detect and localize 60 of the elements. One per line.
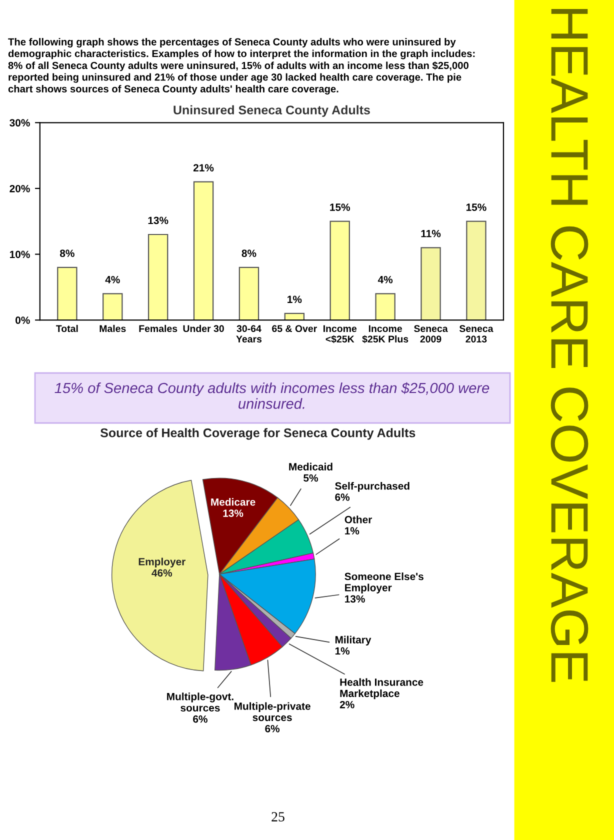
- data-label: 1%: [335, 647, 350, 655]
- chart-title: Uninsured Seneca County Adults: [174, 105, 370, 117]
- slice-label: Multiple-govt. sources: [167, 692, 234, 712]
- data-label: 1%: [288, 296, 302, 304]
- y-tick-label: 0%: [16, 316, 30, 324]
- data-label: 13%: [148, 216, 168, 224]
- x-tick-label: Females: [139, 324, 178, 332]
- slice-label: Medicare: [211, 498, 256, 506]
- data-label: 15%: [330, 204, 350, 211]
- data-label: 15%: [466, 204, 486, 211]
- bar: [57, 266, 78, 320]
- x-tick-label: 65 & Over: [272, 325, 317, 332]
- data-label: 8%: [242, 250, 256, 258]
- y-tick-label: 30%: [10, 119, 30, 127]
- text: The following graph shows the percentages of Seneca County adults who were uninsured by demographic characteristics. Examples of how to interpret the information in the graph includes: 8% of all Seneca County adults were uninsured, 15% of adults with an income less than $25,000 reported being uninsured and 21% of those under age 30 lacked health care coverage. The pie chart shows sources of Seneca County adults' health care coverage.: [8, 38, 475, 94]
- data-label: 6%: [265, 724, 280, 732]
- bar: [466, 220, 486, 320]
- data-label: 4%: [105, 276, 120, 284]
- bar: [238, 266, 260, 320]
- bar: [330, 220, 350, 320]
- y-tick-label: 20%: [10, 184, 30, 192]
- data-label: 6%: [335, 494, 350, 501]
- x-tick-label: Total: [56, 324, 78, 332]
- slice-label: Multiple-private sources: [234, 702, 310, 722]
- data-label: 1%: [345, 527, 360, 535]
- y-tick-label: 10%: [10, 250, 30, 258]
- slice-label: Other: [344, 516, 372, 524]
- x-tick-label: Income <$25K: [324, 325, 357, 344]
- slice-label: Self-purchased: [335, 482, 410, 492]
- data-label: 5%: [304, 474, 318, 482]
- slice-label: Someone Else's Employer: [344, 572, 424, 594]
- x-tick-label: Seneca 2013: [459, 325, 494, 343]
- bar: [193, 181, 214, 320]
- data-label: 6%: [193, 715, 208, 723]
- bar: [102, 293, 123, 320]
- data-label: 11%: [421, 230, 441, 238]
- text: 15% of Seneca County adults with incomes less than $25,000 were uninsured.: [54, 382, 490, 409]
- data-label: 13%: [345, 595, 365, 603]
- slice-label: Health Insurance Marketplace: [340, 678, 424, 700]
- bar: [375, 293, 396, 320]
- slice-label: Employer: [138, 558, 186, 568]
- slice-label: Military: [335, 636, 372, 646]
- data-label: 46%: [152, 569, 172, 577]
- data-label: 13%: [223, 510, 244, 517]
- bar: [284, 312, 305, 320]
- x-tick-label: Under 30: [183, 324, 224, 332]
- chart-title: Source of Health Coverage for Seneca County Adults: [100, 428, 416, 440]
- text: 25: [272, 812, 284, 822]
- data-label: 8%: [60, 250, 74, 258]
- bar: [148, 234, 168, 320]
- slice-label: Medicaid: [289, 462, 332, 470]
- x-tick-label: 30-64 Years: [236, 325, 262, 343]
- x-tick-label: Males: [100, 324, 126, 332]
- data-label: 4%: [378, 276, 393, 284]
- data-label: 2%: [340, 700, 354, 708]
- bar: [420, 247, 441, 320]
- x-tick-label: Seneca 2009: [414, 325, 448, 343]
- data-label: 21%: [193, 164, 214, 172]
- x-tick-label: Income $25K Plus: [362, 325, 408, 344]
- text: HEALTH CARE COVERAGE: [550, 9, 588, 682]
